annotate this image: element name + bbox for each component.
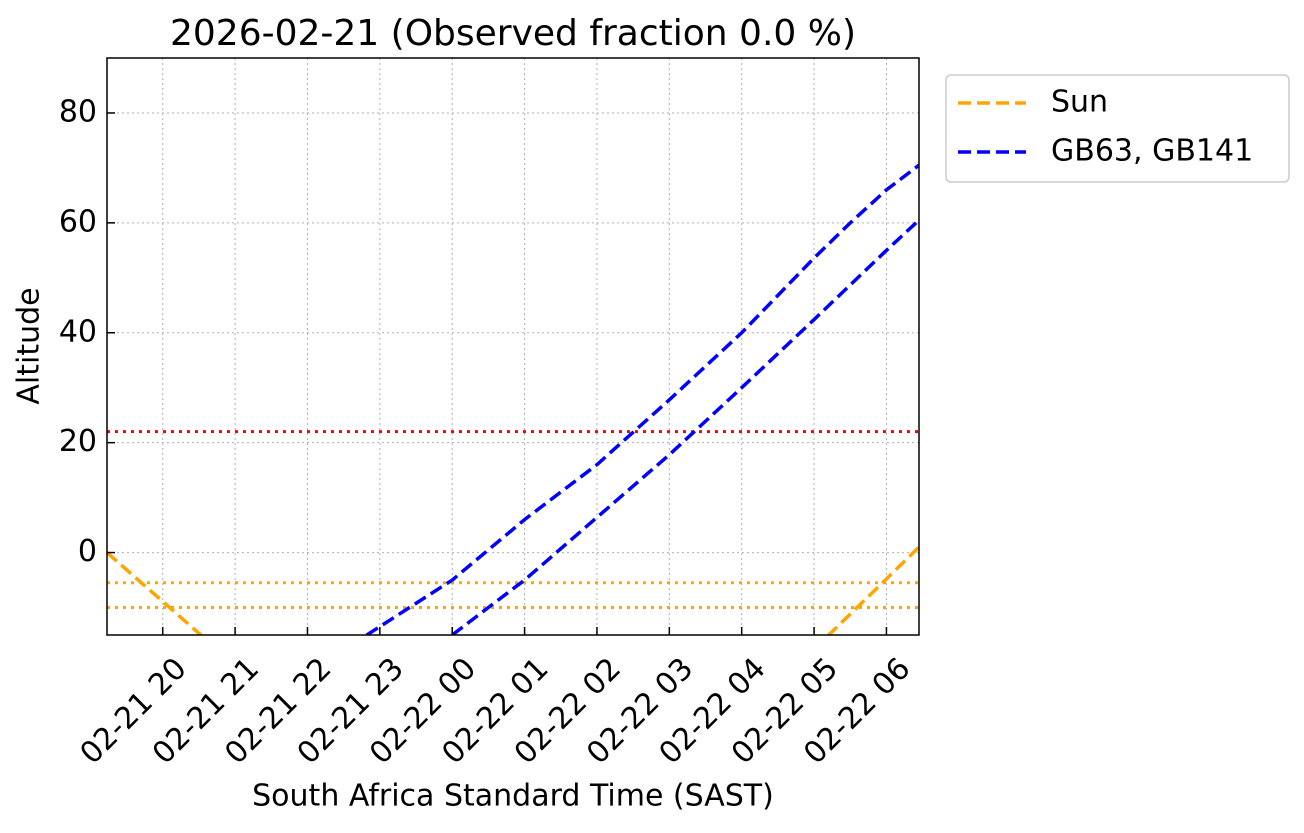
y-axis-label: Altitude — [12, 287, 47, 404]
series-line — [107, 545, 919, 635]
y-tick-label: 60 — [59, 204, 97, 239]
y-tick-label: 20 — [59, 424, 97, 459]
legend-label: GB63, GB141 — [1051, 134, 1253, 169]
legend-box — [945, 74, 1290, 183]
plot-frame — [106, 57, 920, 636]
chart-title: 2026-02-21 (Observed fraction 0.0 %) — [170, 13, 856, 54]
y-tick-label: 40 — [59, 314, 97, 349]
grid — [107, 58, 919, 635]
series-line — [365, 163, 919, 635]
y-tick-label: 0 — [78, 534, 97, 569]
legend-label: Sun — [1051, 85, 1108, 120]
y-tick-label: 80 — [59, 94, 97, 129]
x-axis-label: South Africa Standard Time (SAST) — [252, 779, 774, 814]
plot-area — [107, 163, 919, 635]
legend: Sun GB63, GB141 — [958, 85, 1253, 169]
series-line — [451, 218, 919, 635]
